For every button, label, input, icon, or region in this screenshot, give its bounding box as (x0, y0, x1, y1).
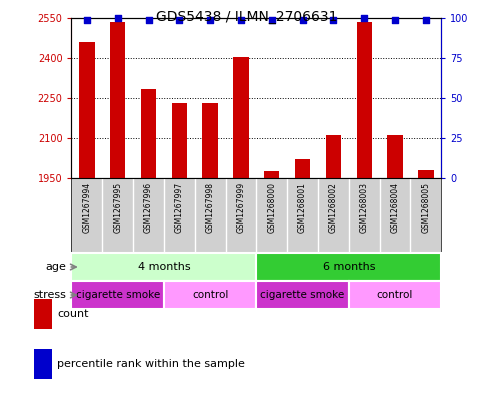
Bar (349, 281, 441, 309)
Text: GDS5438 / ILMN_2706631: GDS5438 / ILMN_2706631 (156, 10, 337, 24)
Text: GSM1267995: GSM1267995 (113, 182, 122, 233)
Text: 4 months: 4 months (138, 262, 190, 272)
Text: control: control (192, 290, 228, 300)
Text: GSM1268002: GSM1268002 (329, 182, 338, 233)
Bar (172, 103, 187, 178)
Point (144, 17, 152, 23)
Text: cigarette smoke: cigarette smoke (260, 290, 345, 300)
Text: percentile rank within the sample: percentile rank within the sample (57, 359, 245, 369)
Bar (141, 89, 156, 178)
Point (329, 17, 337, 23)
Bar (233, 57, 248, 178)
Bar (418, 170, 433, 178)
Text: GSM1267997: GSM1267997 (175, 182, 184, 233)
Bar (203, 103, 218, 178)
Bar (71, 253, 256, 281)
Text: GSM1267996: GSM1267996 (144, 182, 153, 233)
Bar (295, 159, 310, 178)
Point (206, 17, 214, 23)
Text: GSM1267999: GSM1267999 (237, 182, 246, 233)
Text: GSM1268004: GSM1268004 (390, 182, 399, 233)
Bar (256, 253, 441, 281)
Bar (326, 135, 341, 178)
Point (237, 17, 245, 23)
Bar (387, 135, 403, 178)
Bar (264, 171, 280, 178)
Text: stress: stress (34, 290, 67, 300)
Point (299, 17, 307, 23)
Point (83, 17, 91, 23)
Bar (164, 281, 256, 309)
Point (176, 17, 183, 23)
Text: GSM1267994: GSM1267994 (82, 182, 91, 233)
Text: count: count (57, 309, 89, 319)
Bar (256, 281, 349, 309)
Text: GSM1268005: GSM1268005 (422, 182, 430, 233)
Text: age: age (46, 262, 67, 272)
Text: cigarette smoke: cigarette smoke (75, 290, 160, 300)
Text: GSM1268003: GSM1268003 (360, 182, 369, 233)
Point (268, 17, 276, 23)
Bar (356, 22, 372, 178)
Text: control: control (377, 290, 413, 300)
Text: GSM1268001: GSM1268001 (298, 182, 307, 233)
Point (114, 15, 122, 21)
Text: 6 months: 6 months (322, 262, 375, 272)
Text: GSM1268000: GSM1268000 (267, 182, 276, 233)
Text: GSM1267998: GSM1267998 (206, 182, 214, 233)
Point (391, 17, 399, 23)
Bar (34, 299, 52, 329)
Bar (79, 42, 95, 178)
Point (422, 17, 430, 23)
Bar (110, 22, 125, 178)
Bar (71, 281, 164, 309)
Bar (34, 349, 52, 379)
Point (360, 15, 368, 21)
